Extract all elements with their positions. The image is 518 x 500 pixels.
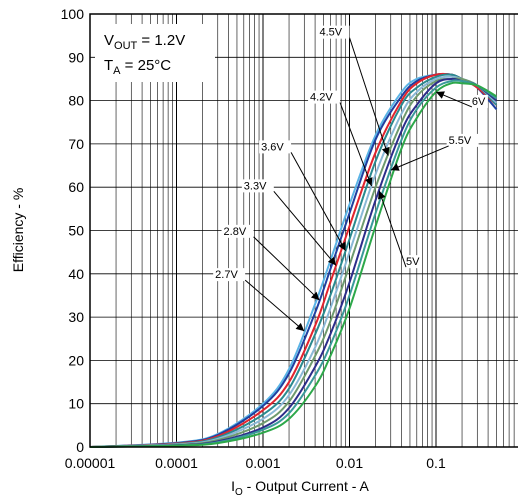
annotation-leader [339,102,373,187]
annotation-label: 2.7V [215,269,238,281]
y-tick-label: 30 [68,309,84,325]
annotation-leader [349,37,389,156]
x-tick-label: 0.01 [336,455,363,471]
annotation-leader [244,279,305,332]
y-tick-label: 20 [68,352,84,368]
series-line-2-7v [89,73,498,448]
conditions-box: VOUT = 1.2V TA = 25°C [95,24,215,82]
annotation-arrowhead [338,241,346,251]
series-curves [89,72,498,448]
y-tick-label: 90 [68,49,84,65]
annotation-bg [404,255,423,269]
series-line-5-5v [89,79,498,448]
annotation-bg [241,179,274,193]
series-line-4-5v [89,77,498,448]
series-line-4-2v [89,75,498,448]
annotation-bg [213,268,246,282]
annotation-label: 4.2V [310,92,333,104]
series-line-6v [89,81,497,448]
annotation-leader [378,190,407,268]
annotation-arrowhead [436,91,445,99]
annotation-leader [390,145,449,171]
y-tick-label: 80 [68,93,84,109]
annotation-arrowhead [310,291,320,301]
y-tick-label: 50 [68,223,84,239]
y-tick-label: 70 [68,136,84,152]
y-axis-ticks: 0 10 20 30 40 50 60 70 80 90 100 [61,6,85,455]
annotation-bg [259,140,292,154]
annotation-bg [221,224,254,238]
annotation-bg [317,25,350,39]
x-tick-label: 0.0001 [155,455,198,471]
annotation-label: 3.6V [261,141,284,153]
annotation-leader [273,191,337,266]
y-tick-label: 60 [68,179,84,195]
y-tick-label: 40 [68,266,84,282]
series-line-3-3v [89,72,498,448]
annotation-leader [253,236,320,301]
annotation-label: 5.5V [449,135,472,147]
x-tick-label: 0.001 [245,455,280,471]
annotation-bg [308,90,341,104]
annotation-arrowhead [377,190,386,200]
annotation-label: 4.5V [320,27,343,39]
annotation-arrowhead [390,163,400,171]
annotation-arrowhead [365,177,373,187]
annotation-arrowhead [295,322,305,332]
annotation-label: 3.3V [244,180,267,192]
y-tick-label: 100 [61,6,85,22]
plot-frame [89,13,518,448]
annotation-leader [290,152,346,252]
series-line-5v [89,77,498,448]
x-tick-label: 0.00001 [65,455,116,471]
series-line-3-6v [89,73,498,448]
annotation-label: 2.8V [224,226,247,238]
vout-condition: VOUT = 1.2V [104,32,185,52]
annotation-arrowhead [381,146,390,156]
y-axis-title: Efficiency - % [10,188,26,273]
annotation-label: 6V [472,96,486,108]
annotation-label: 5V [406,256,420,268]
ta-condition: TA = 25°C [104,57,171,77]
series-annotations: 2.7V 2.8V 3.3V 3.6V 4.2V 4.5V 5V 5.5V 6V [213,25,488,332]
y-tick-label: 10 [68,396,84,412]
annotation-arrowhead [327,256,337,266]
series-line-2-8v [89,72,498,448]
y-tick-label: 0 [76,439,84,455]
x-axis-title: IO - Output Current - A [231,478,369,498]
annotation-bg [446,133,479,147]
x-tick-label: 0.1 [426,455,446,471]
annotation-bg [469,94,488,108]
